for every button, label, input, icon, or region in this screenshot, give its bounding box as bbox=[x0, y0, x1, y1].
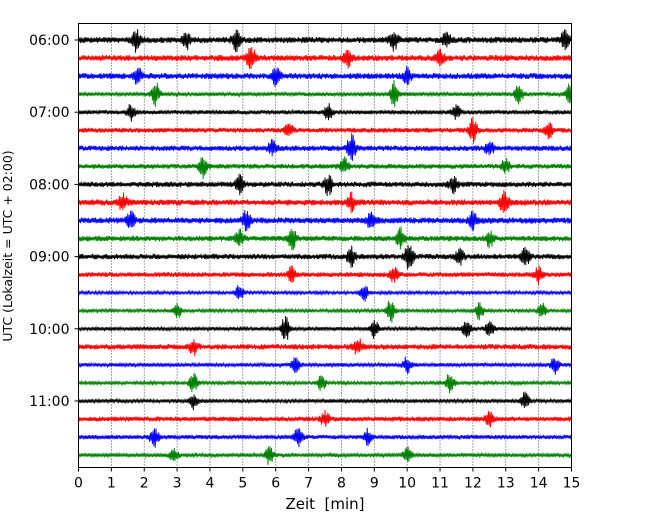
trace-line bbox=[78, 285, 572, 302]
trace-line bbox=[78, 427, 572, 448]
trace-lines bbox=[78, 29, 572, 465]
y-tick-label: 10:00 bbox=[29, 322, 69, 338]
x-tick-label: 13 bbox=[497, 476, 515, 492]
y-tick-label: 06:00 bbox=[29, 33, 69, 49]
x-tick-label: 7 bbox=[304, 476, 313, 492]
y-axis-label: UTC (Lokalzeit = UTC + 02:00) bbox=[0, 150, 15, 341]
trace-line bbox=[78, 156, 572, 180]
x-tick-label: 11 bbox=[431, 476, 449, 492]
trace-line bbox=[78, 409, 572, 428]
trace-line bbox=[78, 47, 572, 69]
trace-line bbox=[78, 245, 572, 270]
y-tick-label: 07:00 bbox=[29, 105, 69, 121]
x-tick-label: 3 bbox=[173, 476, 182, 492]
trace-line bbox=[78, 29, 572, 53]
y-tick-label: 11:00 bbox=[29, 394, 69, 410]
y-tick-label: 09:00 bbox=[29, 250, 69, 266]
trace-line bbox=[78, 300, 572, 323]
x-tick-label: 5 bbox=[238, 476, 247, 492]
trace-line bbox=[78, 65, 572, 87]
trace-line bbox=[78, 338, 572, 357]
trace-line bbox=[78, 372, 572, 394]
plot-frame bbox=[78, 23, 572, 468]
trace-line bbox=[78, 133, 572, 161]
x-tick-label: 4 bbox=[206, 476, 215, 492]
x-tick-label: 10 bbox=[398, 476, 416, 492]
x-tick-label: 2 bbox=[140, 476, 149, 492]
x-tick-label: 1 bbox=[107, 476, 116, 492]
trace-line bbox=[78, 173, 572, 197]
trace-line bbox=[78, 356, 572, 375]
x-tick-label: 9 bbox=[370, 476, 379, 492]
trace-line bbox=[78, 79, 572, 108]
trace-line bbox=[78, 226, 572, 251]
grid-lines bbox=[111, 23, 539, 468]
trace-line bbox=[78, 210, 572, 232]
trace-line bbox=[78, 315, 572, 340]
trace-line bbox=[78, 391, 572, 411]
y-tick-label: 08:00 bbox=[29, 177, 69, 193]
x-tick-label: 14 bbox=[530, 476, 548, 492]
x-tick-label: 12 bbox=[464, 476, 482, 492]
trace-line bbox=[78, 189, 572, 214]
x-tick-label: 8 bbox=[337, 476, 346, 492]
x-axis-ticks: 0 1 2 3 4 5 6 7 8 9 10 11 12 13 14 15 bbox=[74, 467, 581, 492]
trace-line bbox=[78, 446, 572, 465]
x-tick-label: 0 bbox=[74, 476, 83, 492]
x-axis-label: Zeit [min] bbox=[285, 495, 364, 513]
x-tick-label: 6 bbox=[271, 476, 280, 492]
trace-line bbox=[78, 116, 572, 144]
x-tick-label: 15 bbox=[563, 476, 581, 492]
trace-line bbox=[78, 265, 572, 285]
trace-line bbox=[78, 103, 572, 122]
y-axis-ticks: 06:00 07:00 08:00 09:00 10:00 11:00 bbox=[29, 33, 79, 410]
